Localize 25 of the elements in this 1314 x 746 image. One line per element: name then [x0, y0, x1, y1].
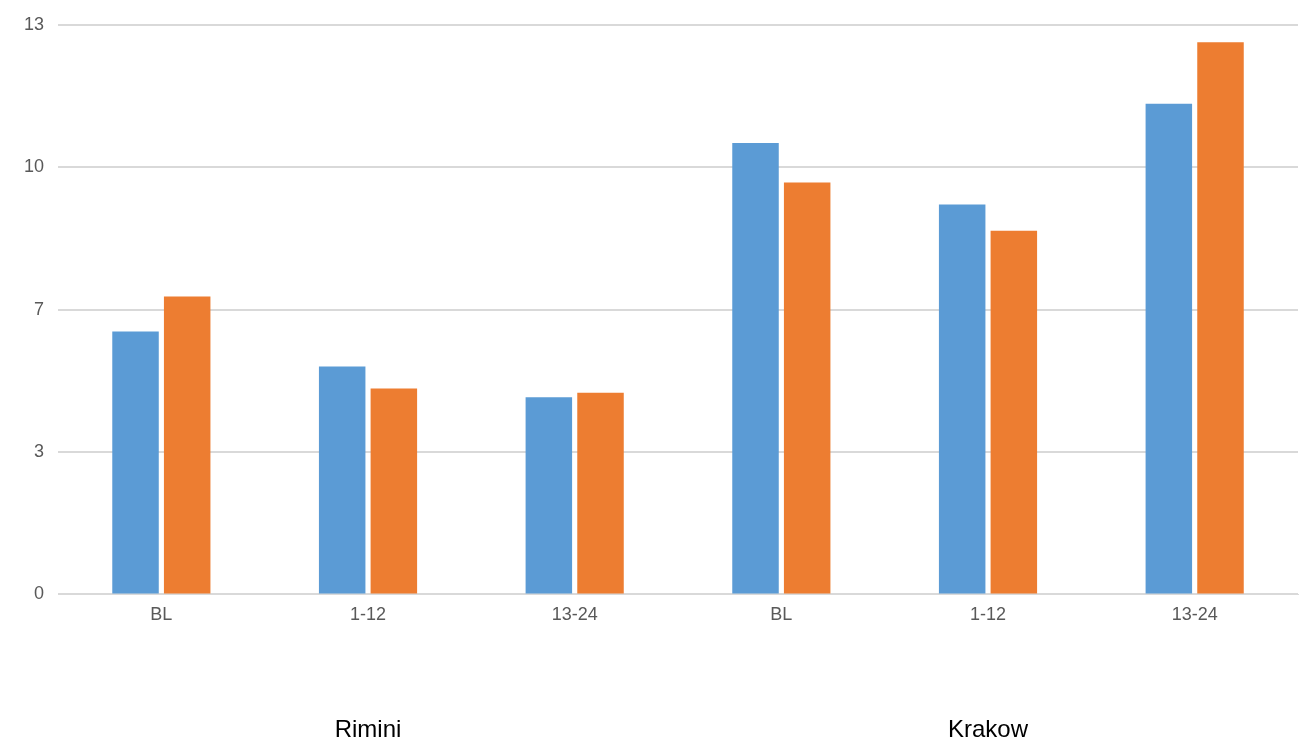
bar — [525, 397, 573, 594]
y-tick-label: 0 — [34, 583, 45, 604]
x-tick-label: 13-24 — [551, 604, 598, 625]
y-tick-label: 10 — [23, 156, 45, 177]
x-tick-label: BL — [770, 604, 793, 625]
text: Krakow — [947, 714, 1029, 742]
x-tick-label: BL — [150, 604, 173, 625]
y-tick-label: 3 — [34, 440, 45, 461]
bar — [370, 388, 418, 594]
bar — [1197, 42, 1244, 594]
bar — [163, 296, 211, 594]
bar — [112, 331, 159, 594]
bar — [732, 143, 779, 594]
bar — [577, 392, 624, 594]
bar — [318, 366, 366, 594]
bar — [938, 204, 986, 594]
y-tick-label: 13 — [23, 13, 45, 34]
bar — [783, 182, 831, 594]
text: Rimini — [334, 714, 402, 742]
x-tick-label: 1-12 — [969, 604, 1007, 625]
bar — [1145, 103, 1193, 594]
x-tick-label: 1-12 — [350, 604, 387, 625]
bar — [990, 230, 1038, 594]
x-tick-label: 13-24 — [1171, 604, 1218, 625]
y-tick-label: 7 — [34, 298, 45, 319]
